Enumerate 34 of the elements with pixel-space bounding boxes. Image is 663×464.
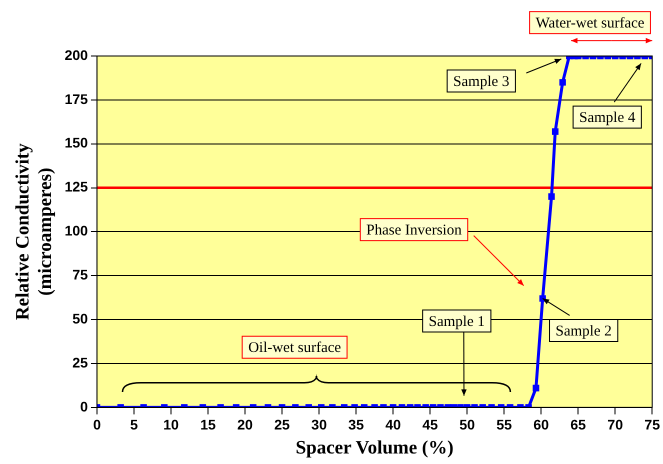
x-tick-label: 30 [311, 416, 328, 433]
annotation: Phase Inversion [366, 222, 462, 239]
y-tick-label: 0 [80, 398, 88, 414]
x-tick-label: 75 [644, 416, 660, 433]
x-axis-title: Spacer Volume (%) [296, 438, 454, 459]
text: Water-wet surface [536, 16, 645, 32]
annotation: Sample 3 [453, 74, 510, 90]
x-tick-label: 70 [607, 416, 624, 433]
y-tick-label: 125 [64, 178, 88, 195]
x-tick-label: 5 [130, 416, 138, 433]
x-tick-label: 40 [385, 416, 402, 433]
x-tick-label: 10 [163, 416, 179, 433]
x-tick-label: 45 [422, 416, 438, 433]
x-tick-label: 50 [459, 416, 476, 433]
x-tick-label: 25 [274, 416, 290, 433]
y-tick-label: 100 [64, 222, 88, 239]
y-tick-label: 150 [64, 134, 88, 151]
x-tick-label: 55 [496, 416, 512, 433]
annotation: Oil-wet surface [248, 340, 342, 356]
y-tick-label: 25 [72, 354, 88, 370]
x-tick-label: 60 [533, 416, 550, 433]
annotation: Sample 4 [579, 110, 636, 126]
y-tick-label: 200 [64, 46, 88, 63]
y-tick-label: 175 [64, 90, 88, 107]
x-tick-label: 0 [93, 416, 102, 433]
y-axis-title: Relative Conductivity (microamperes) [12, 142, 56, 320]
y-tick-label: 50 [72, 310, 88, 326]
y-tick-label: 75 [72, 266, 88, 282]
annotation: Sample 2 [556, 323, 612, 340]
annotation: Sample 1 [428, 314, 485, 330]
x-tick-label: 15 [200, 416, 216, 433]
x-tick-label: 35 [348, 416, 364, 433]
x-tick-label: 65 [570, 416, 586, 433]
x-tick-label: 20 [237, 416, 254, 433]
